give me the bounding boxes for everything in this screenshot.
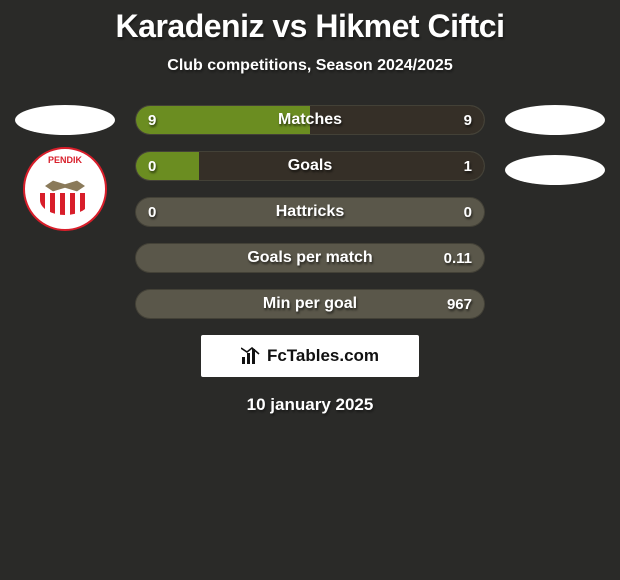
snapshot-date: 10 january 2025 <box>0 395 620 415</box>
stat-label: Goals per match <box>136 244 484 272</box>
stat-label: Matches <box>136 106 484 134</box>
player-photo-placeholder-left <box>15 105 115 135</box>
left-player-column: PENDIK <box>10 105 120 231</box>
stat-value-right: 0 <box>464 198 472 226</box>
stat-value-right: 0.11 <box>444 244 472 272</box>
club-badge-left: PENDIK <box>23 147 107 231</box>
stat-value-right: 9 <box>464 106 472 134</box>
stat-value-right: 967 <box>447 290 472 318</box>
stat-row: Goals per match0.11 <box>135 243 485 273</box>
stat-row: 0Hattricks0 <box>135 197 485 227</box>
stat-row: 0Goals1 <box>135 151 485 181</box>
stat-label: Min per goal <box>136 290 484 318</box>
page-subtitle: Club competitions, Season 2024/2025 <box>0 57 620 75</box>
stat-bars: 9Matches90Goals10Hattricks0Goals per mat… <box>135 105 485 319</box>
stat-label: Hattricks <box>136 198 484 226</box>
stat-row: Min per goal967 <box>135 289 485 319</box>
branding-badge: FcTables.com <box>201 335 419 377</box>
player-photo-placeholder-right-2 <box>505 155 605 185</box>
bar-chart-icon <box>241 347 261 365</box>
branding-text: FcTables.com <box>267 346 379 366</box>
page-title: Karadeniz vs Hikmet Ciftci <box>0 0 620 45</box>
stat-row: 9Matches9 <box>135 105 485 135</box>
club-badge-stripes-icon <box>40 193 90 215</box>
club-badge-name: PENDIK <box>48 155 82 165</box>
stat-value-right: 1 <box>464 152 472 180</box>
right-player-column <box>500 105 610 197</box>
comparison-panel: PENDIK 9Matches90Goals10Hattricks0Goals … <box>0 105 620 415</box>
stat-label: Goals <box>136 152 484 180</box>
player-photo-placeholder-right-1 <box>505 105 605 135</box>
